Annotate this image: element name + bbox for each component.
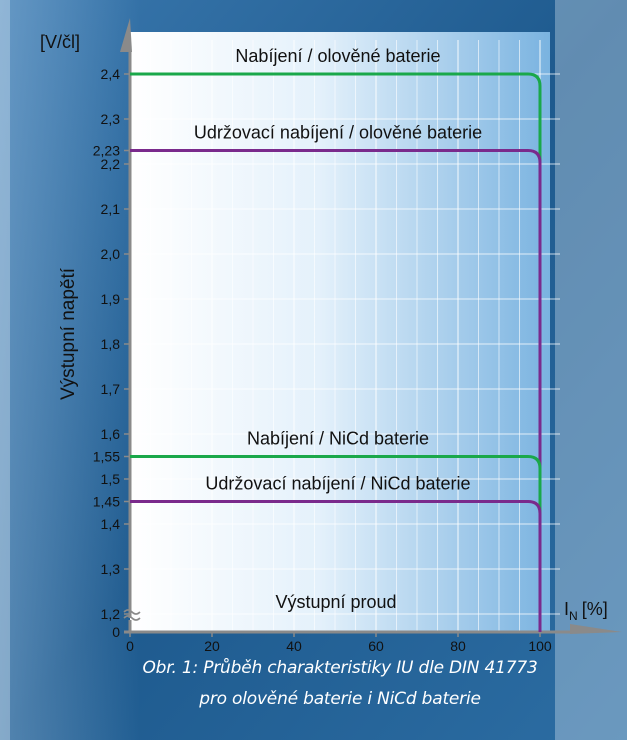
y-tick-label: 1,3 [101, 561, 121, 577]
series-lines [130, 72, 542, 632]
y-tick-label: 2,4 [101, 66, 121, 82]
x-unit-main: I [564, 599, 569, 619]
x-unit-label: IN [%] [564, 599, 608, 623]
figure-caption-line-2: pro olověné baterie i NiCd baterie [199, 689, 481, 709]
background-glow [0, 0, 140, 740]
y-tick-labels: 0 1,2 1,3 1,4 1,45 1,5 1,55 1,6 1,7 1,8 1,9 2,0 2,1 2… [93, 66, 130, 640]
y-tick-label: 1,4 [101, 516, 121, 532]
y-axis-arrow [120, 18, 132, 52]
x-unit-percent: [%] [582, 599, 608, 619]
axis-break-mark [123, 609, 141, 621]
x-axis-arrow [570, 624, 622, 634]
series-line [130, 455, 542, 632]
series-line [130, 149, 542, 632]
y-tick-label: 1,45 [93, 494, 120, 510]
y-tick-label: 1,7 [101, 381, 121, 397]
y-tick-label: 1,6 [101, 426, 121, 442]
background-glow-right [555, 0, 627, 740]
y-unit-label: [V/čl] [40, 32, 80, 52]
x-tick-label: 80 [450, 638, 466, 654]
x-axis-title: Výstupní proud [275, 592, 396, 612]
y-tick-label: 2,2 [101, 156, 121, 172]
y-tick-label: 0 [112, 624, 120, 640]
y-tick-label: 2,23 [93, 143, 120, 159]
x-tick-label: 60 [368, 638, 384, 654]
y-tick-label: 1,9 [101, 291, 121, 307]
y-tick-label: 2,1 [101, 201, 121, 217]
series-label: Udržovací nabíjení / NiCd baterie [205, 474, 470, 494]
series-label: Udržovací nabíjení / olověné baterie [194, 123, 482, 143]
left-edge-strip [0, 0, 10, 740]
y-tick-label: 1,8 [101, 336, 121, 352]
figure-caption-line-1: Obr. 1: Průběh charakteristiky IU dle DI… [142, 658, 538, 678]
x-tick-label: 40 [286, 638, 302, 654]
y-tick-label: 2,3 [101, 111, 121, 127]
series-label: Nabíjení / NiCd baterie [247, 429, 429, 449]
series-line [130, 72, 542, 632]
y-tick-label: 1,2 [101, 606, 121, 622]
y-tick-label: 2,0 [101, 246, 121, 262]
x-tick-label: 20 [204, 638, 220, 654]
x-tick-labels: 0 20 40 60 80 100 [126, 632, 552, 654]
y-axis-title: Výstupní napětí [58, 267, 79, 400]
series-label: Nabíjení / olověné baterie [235, 46, 440, 66]
series-line [130, 500, 542, 632]
axes [120, 18, 622, 634]
plot-area [130, 32, 550, 632]
x-unit-sub: N [569, 609, 578, 623]
series-labels: Nabíjení / olověné baterie Udržovací nabí… [194, 46, 482, 494]
x-tick-label: 0 [126, 638, 134, 654]
y-tick-label: 1,55 [93, 449, 120, 465]
x-tick-label: 100 [528, 638, 552, 654]
y-tick-label: 1,5 [101, 471, 121, 487]
